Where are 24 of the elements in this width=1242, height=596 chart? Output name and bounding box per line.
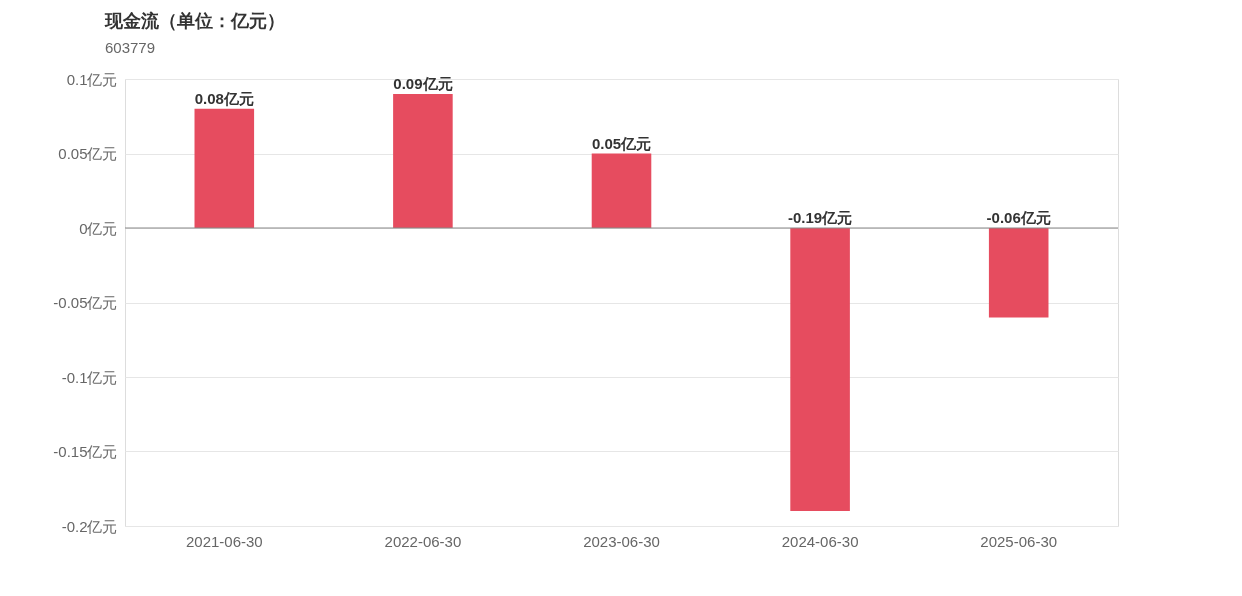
bar [591,153,652,228]
y-tick-label: 0.1亿元 [66,70,118,88]
x-tick-label: 2022-06-30 [384,532,462,550]
x-tick-label: 2025-06-30 [980,532,1058,550]
y-tick-label: 0.05亿元 [58,145,118,162]
data-label: 0.08亿元 [194,89,254,107]
y-tick-label: -0.2亿元 [61,517,118,535]
y-tick-label: 0亿元 [79,219,118,237]
data-label: -0.06亿元 [986,209,1051,226]
x-tick-label: 2023-06-30 [583,532,660,550]
data-label: 0.09亿元 [393,74,453,92]
data-label: -0.19亿元 [788,209,853,226]
y-tick-label: -0.1亿元 [61,368,118,386]
x-tick-label: 2021-06-30 [185,532,263,550]
chart-title: 现金流（单位：亿元） [104,11,285,31]
x-tick-label: 2024-06-30 [781,532,859,550]
y-tick-label: -0.15亿元 [53,443,118,460]
chart-subtitle: 603779 [105,39,156,56]
y-tick-label: -0.05亿元 [53,294,118,311]
data-label: 0.05亿元 [591,134,652,152]
bar [393,93,453,228]
bar [790,228,850,512]
bar [988,228,1049,318]
bar [194,108,255,228]
